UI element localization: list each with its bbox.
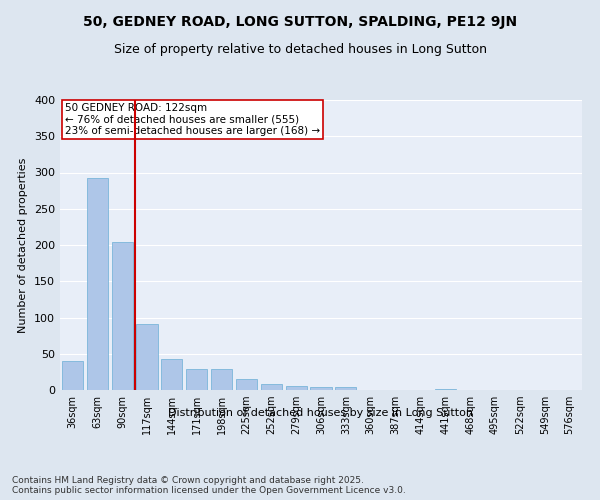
Bar	[87, 178, 108, 390]
Bar	[186, 369, 207, 390]
Text: 50 GEDNEY ROAD: 122sqm
← 76% of detached houses are smaller (555)
23% of semi-de: 50 GEDNEY ROAD: 122sqm ← 76% of detached…	[65, 103, 320, 136]
Bar	[261, 384, 282, 390]
Bar	[435, 388, 456, 390]
Bar	[310, 387, 332, 390]
Text: Size of property relative to detached houses in Long Sutton: Size of property relative to detached ho…	[113, 42, 487, 56]
Bar	[211, 369, 232, 390]
Bar	[112, 242, 133, 390]
Bar	[286, 386, 307, 390]
Text: Contains HM Land Registry data © Crown copyright and database right 2025.
Contai: Contains HM Land Registry data © Crown c…	[12, 476, 406, 495]
Bar	[335, 387, 356, 390]
Text: Distribution of detached houses by size in Long Sutton: Distribution of detached houses by size …	[169, 408, 473, 418]
Bar	[62, 361, 83, 390]
Bar	[236, 379, 257, 390]
Y-axis label: Number of detached properties: Number of detached properties	[19, 158, 28, 332]
Bar	[161, 359, 182, 390]
Text: 50, GEDNEY ROAD, LONG SUTTON, SPALDING, PE12 9JN: 50, GEDNEY ROAD, LONG SUTTON, SPALDING, …	[83, 15, 517, 29]
Bar	[136, 324, 158, 390]
